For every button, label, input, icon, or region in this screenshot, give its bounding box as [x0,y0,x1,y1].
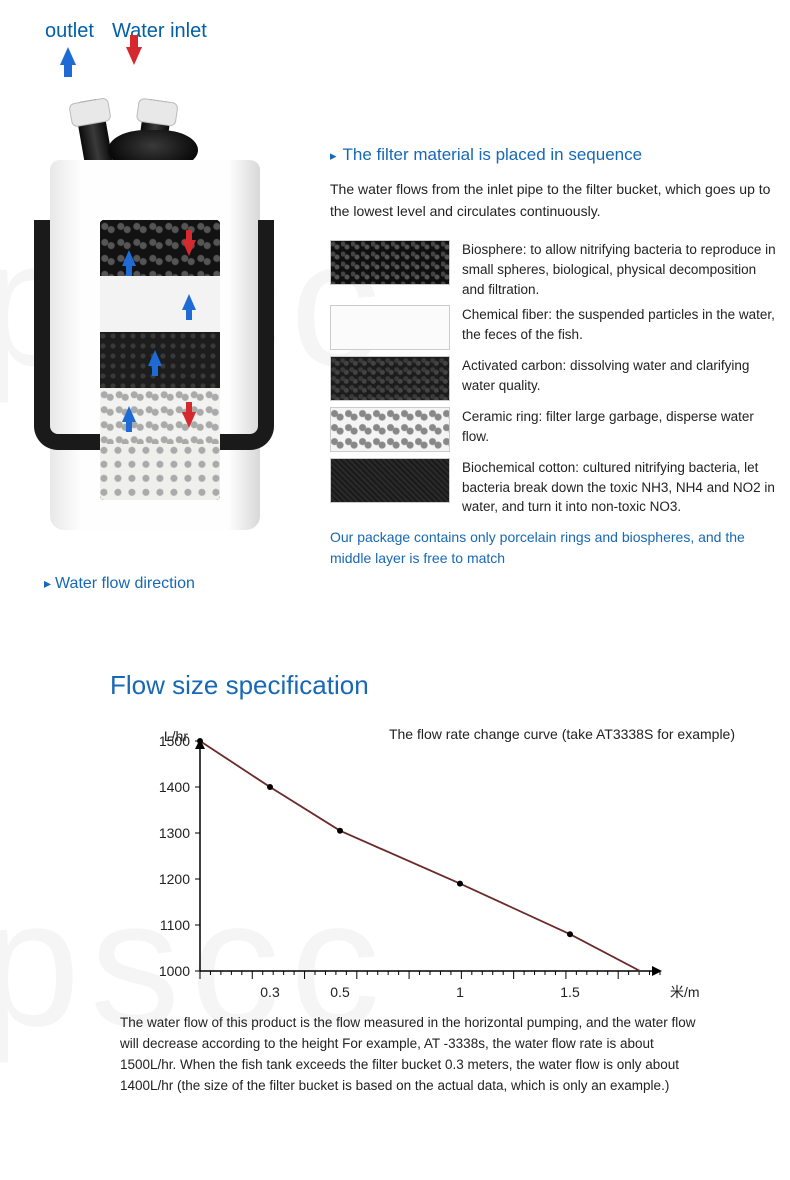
flow-chart: 100011001200130014001500L/hr0.30.511.5米/… [150,731,690,1001]
svg-text:1: 1 [456,984,464,1000]
intro-text: The water flows from the inlet pipe to t… [330,179,780,222]
filter-device-illustration [30,70,290,550]
material-desc-biochemical-cotton: Biochemical cotton: cultured nitrifying … [462,458,780,517]
material-desc-activated-carbon: Activated carbon: dissolving water and c… [462,356,780,395]
svg-text:L/hr: L/hr [164,731,188,744]
material-row-biochemical-cotton: Biochemical cotton: cultured nitrifying … [330,458,780,517]
material-swatch-biochemical-cotton [330,458,450,503]
port-arrows [20,47,770,65]
material-swatch-activated-carbon [330,356,450,401]
outlet-arrow-icon [60,47,76,65]
inlet-label: Water inlet [112,20,207,43]
material-desc-ceramic-ring: Ceramic ring: filter large garbage, disp… [462,407,780,446]
material-row-chemical-fiber: Chemical fiber: the suspended particles … [330,305,780,350]
svg-text:1400: 1400 [159,779,190,795]
top-section: outlet Water inlet [0,0,790,65]
material-swatch-ceramic-ring [330,407,450,452]
material-desc-biosphere: Biosphere: to allow nitrifying bacteria … [462,240,780,299]
svg-text:0.3: 0.3 [260,984,280,1000]
svg-text:1.5: 1.5 [560,984,580,1000]
material-swatch-biosphere [330,240,450,285]
svg-text:1100: 1100 [160,917,190,933]
svg-text:米/m: 米/m [670,984,700,1000]
svg-text:1300: 1300 [159,825,190,841]
material-row-biosphere: Biosphere: to allow nitrifying bacteria … [330,240,780,299]
chart-footer-text: The water flow of this product is the fl… [120,1013,740,1097]
svg-text:1200: 1200 [159,871,190,887]
outlet-label: outlet [45,20,94,43]
material-swatch-chemical-fiber [330,305,450,350]
materials-list: Biosphere: to allow nitrifying bacteria … [330,240,780,516]
filter-cutaway [100,220,220,500]
material-desc-chemical-fiber: Chemical fiber: the suspended particles … [462,305,780,344]
svg-text:0.5: 0.5 [330,984,350,1000]
package-note: Our package contains only porcelain ring… [330,527,780,569]
water-flow-caption: Water flow direction [44,575,195,593]
inlet-arrow-icon [126,47,142,65]
sequence-title: The filter material is placed in sequenc… [330,145,780,165]
chart-title: Flow size specification [110,670,740,701]
svg-text:1000: 1000 [159,963,190,979]
filter-materials-column: The filter material is placed in sequenc… [330,145,780,569]
material-row-activated-carbon: Activated carbon: dissolving water and c… [330,356,780,401]
chart-section: Flow size specification The flow rate ch… [0,670,790,1097]
material-row-ceramic-ring: Ceramic ring: filter large garbage, disp… [330,407,780,452]
